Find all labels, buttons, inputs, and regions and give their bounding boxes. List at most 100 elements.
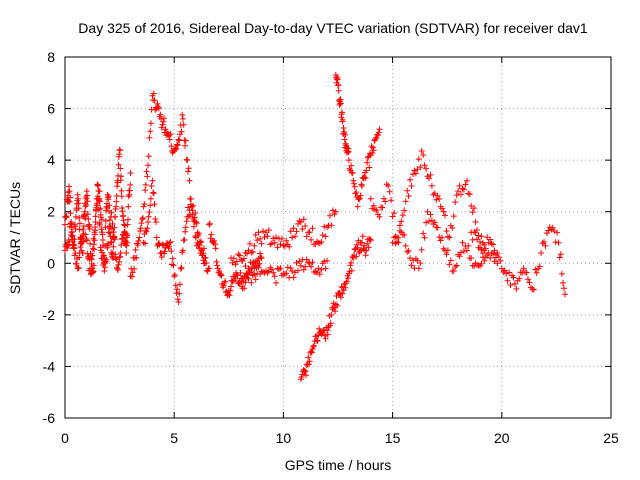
data-point xyxy=(115,267,121,273)
data-point xyxy=(328,222,335,229)
data-point xyxy=(70,239,77,245)
data-point xyxy=(149,177,156,184)
data-point xyxy=(469,236,476,243)
data-point xyxy=(289,268,296,274)
data-point xyxy=(297,219,304,225)
data-point xyxy=(369,144,376,151)
data-point xyxy=(318,266,325,273)
data-point xyxy=(174,141,181,148)
data-point xyxy=(186,177,193,184)
data-point xyxy=(101,268,108,274)
data-point xyxy=(143,168,150,175)
data-point xyxy=(107,239,114,246)
data-point xyxy=(367,195,374,202)
data-point xyxy=(271,239,278,246)
data-point xyxy=(136,234,143,241)
data-point xyxy=(98,226,105,233)
data-point xyxy=(111,236,118,243)
data-point xyxy=(212,245,219,252)
data-point xyxy=(183,218,190,225)
data-point xyxy=(201,245,207,252)
data-point xyxy=(83,202,90,208)
data-point xyxy=(405,193,412,200)
data-point xyxy=(151,97,158,104)
data-point xyxy=(255,264,262,271)
data-point xyxy=(382,198,389,205)
data-point xyxy=(123,232,130,239)
data-point xyxy=(481,241,488,248)
data-point xyxy=(64,242,71,249)
data-point xyxy=(270,235,277,242)
data-point xyxy=(182,228,189,235)
data-point xyxy=(375,129,382,136)
data-point xyxy=(185,213,192,220)
data-point xyxy=(178,128,185,135)
data-point xyxy=(95,182,102,189)
data-point xyxy=(345,149,352,155)
data-point xyxy=(308,236,315,243)
data-point xyxy=(88,260,95,267)
data-point xyxy=(226,292,233,299)
data-point xyxy=(290,225,297,232)
data-point xyxy=(277,241,284,248)
data-point xyxy=(171,273,178,280)
data-point xyxy=(277,265,284,272)
data-point xyxy=(301,368,308,374)
data-point xyxy=(214,265,221,272)
data-point xyxy=(159,121,166,128)
data-point xyxy=(539,240,546,247)
data-point xyxy=(248,279,255,286)
data-point xyxy=(465,242,472,249)
data-point xyxy=(152,216,159,222)
data-point xyxy=(395,239,402,246)
data-point xyxy=(174,142,181,149)
data-point xyxy=(511,280,518,287)
data-point xyxy=(182,224,189,231)
data-point xyxy=(303,372,309,379)
data-point xyxy=(420,152,427,158)
data-point xyxy=(257,250,264,257)
data-point xyxy=(202,254,209,261)
data-point xyxy=(481,257,488,264)
data-point xyxy=(236,252,243,259)
data-point xyxy=(520,265,527,272)
data-point xyxy=(490,250,497,257)
data-point xyxy=(71,236,78,243)
data-point xyxy=(318,238,325,245)
data-point xyxy=(450,268,457,274)
data-point xyxy=(193,220,200,227)
data-point xyxy=(309,259,316,266)
data-point xyxy=(436,234,443,241)
data-point xyxy=(283,270,290,277)
data-point xyxy=(176,137,183,144)
data-point xyxy=(345,275,352,282)
data-point xyxy=(94,200,101,207)
data-point xyxy=(168,143,175,150)
data-point xyxy=(273,279,280,286)
data-point xyxy=(66,188,73,195)
data-point xyxy=(368,143,375,150)
data-point xyxy=(545,227,552,234)
data-point xyxy=(401,231,408,238)
data-point xyxy=(144,173,151,180)
data-point xyxy=(276,266,282,273)
data-point xyxy=(468,255,475,262)
data-point xyxy=(408,183,415,189)
x-tick-label: 25 xyxy=(603,430,619,446)
data-point xyxy=(233,271,240,278)
data-point xyxy=(90,235,97,242)
data-point xyxy=(459,239,466,246)
data-point xyxy=(110,229,117,236)
data-point xyxy=(91,237,98,244)
data-point xyxy=(196,230,202,237)
plot-frame xyxy=(64,56,612,419)
data-point xyxy=(98,216,105,223)
data-point xyxy=(334,76,341,83)
data-point xyxy=(495,254,502,260)
data-point xyxy=(145,219,151,225)
data-point xyxy=(125,193,132,200)
data-point xyxy=(339,116,346,123)
data-point xyxy=(417,260,424,266)
data-point xyxy=(533,269,540,276)
data-point xyxy=(75,205,82,212)
